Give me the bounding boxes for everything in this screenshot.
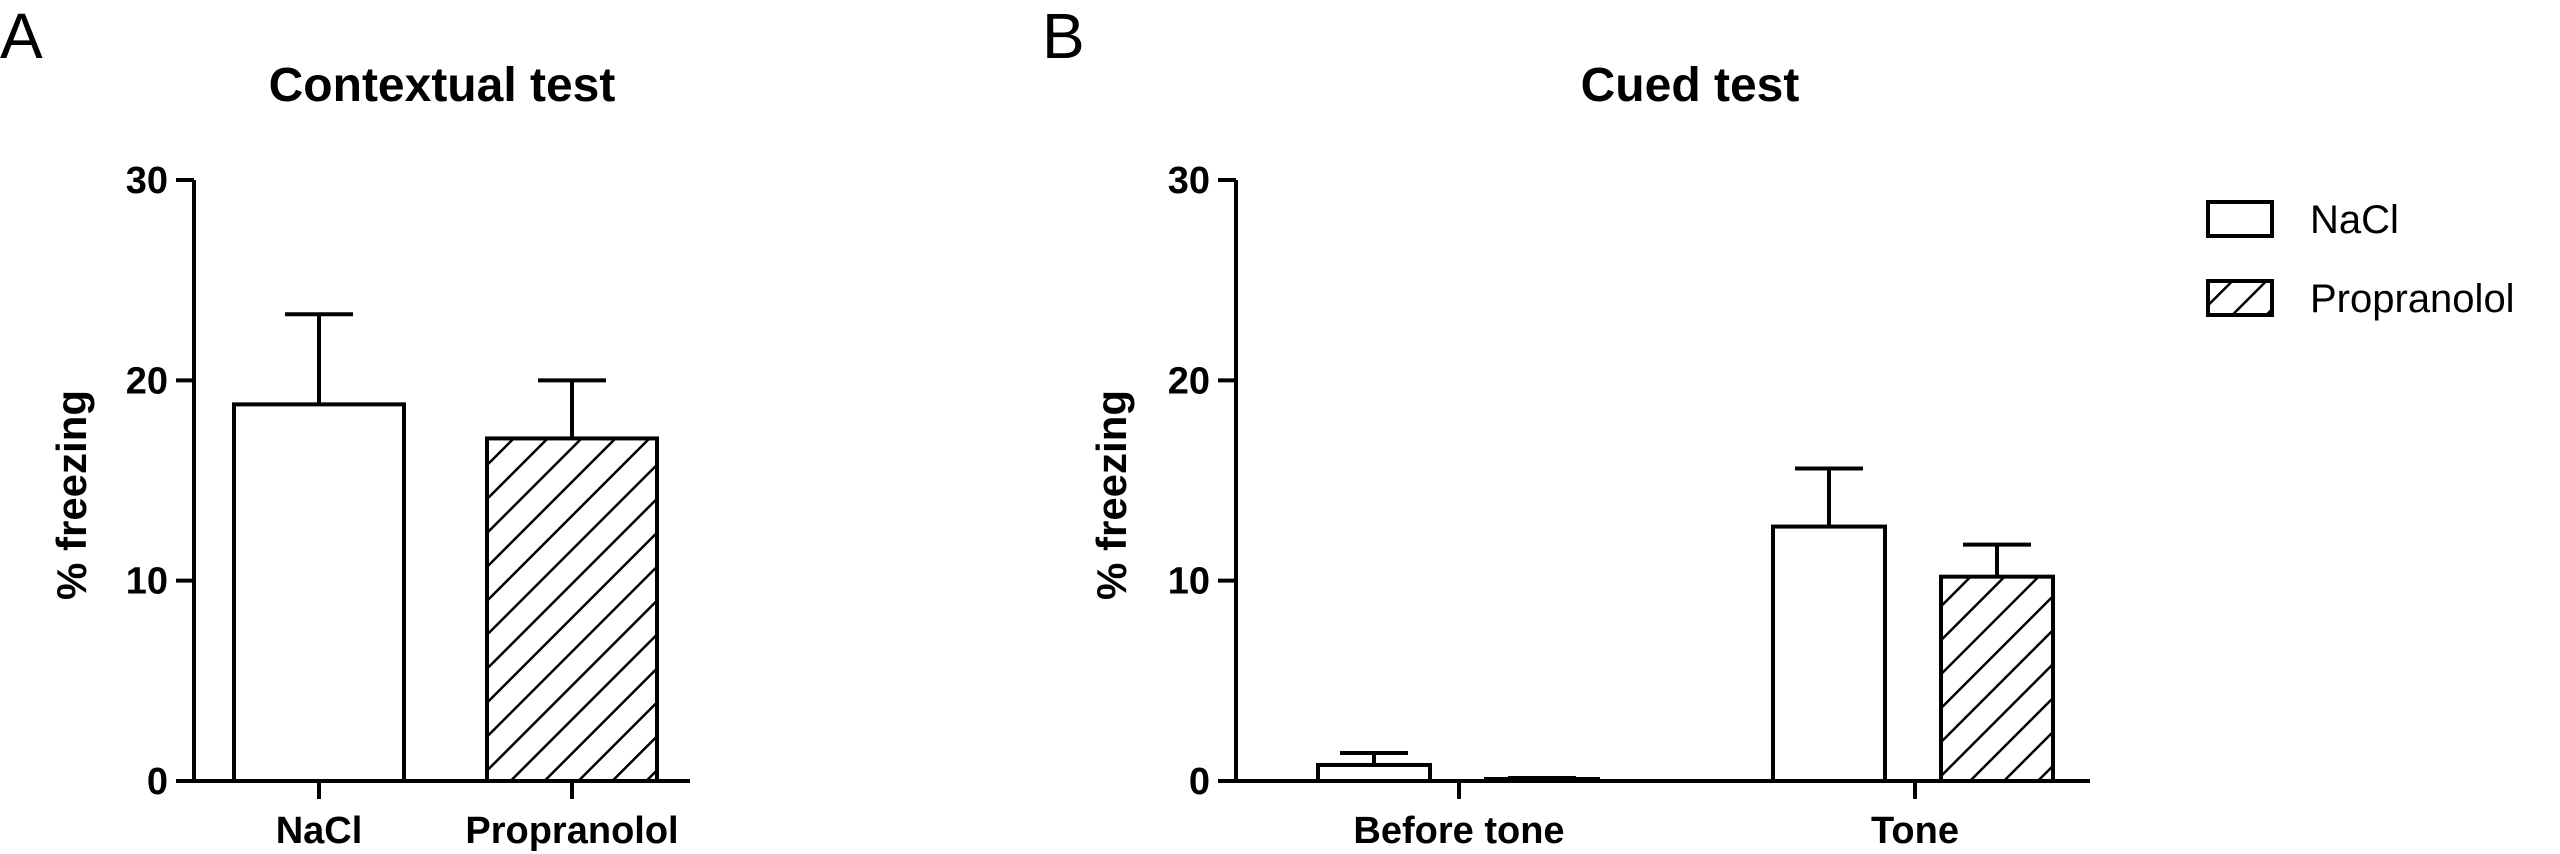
legend-swatch-propranolol [2206, 279, 2274, 317]
x-tick-label: Tone [1871, 810, 1959, 852]
plot-area-b: 0 10 20 30 Before tone Tone [1168, 160, 2090, 852]
panel-label-b: B [1042, 0, 1085, 72]
bar-before-tone-nacl [1316, 762, 1432, 783]
y-tick-label: 20 [126, 360, 168, 402]
chart-title-b: Cued test [1581, 59, 1800, 112]
y-tick-label: 10 [126, 561, 168, 603]
y-tick-label: 20 [1168, 360, 1210, 402]
x-tick-label: NaCl [276, 810, 363, 852]
legend-label-nacl: NaCl [2310, 198, 2399, 242]
y-tick-label: 30 [126, 160, 168, 202]
y-tick-label: 10 [1168, 561, 1210, 603]
y-tick-label: 0 [1189, 761, 1210, 803]
x-tick-label: Before tone [1353, 810, 1564, 852]
x-tick-label: Propranolol [465, 810, 678, 852]
bar-nacl [232, 402, 406, 783]
chart-title-a: Contextual test [269, 59, 616, 112]
y-axis-title-b: % freezing [1088, 390, 1135, 600]
bar-tone-nacl [1771, 524, 1887, 783]
legend-swatch-nacl [2206, 200, 2274, 238]
legend-label-propranolol: Propranolol [2310, 277, 2515, 321]
y-tick-label: 30 [1168, 160, 1210, 202]
y-tick-label: 0 [147, 761, 168, 803]
bar-tone-propranolol [1939, 574, 2055, 783]
y-axis-title-a: % freezing [48, 390, 95, 600]
plot-area-a: 0 10 20 30 NaCl Propranolol [126, 160, 690, 852]
bar-propranolol [485, 436, 659, 783]
legend: NaCl Propranolol [2206, 198, 2515, 321]
panel-label-a: A [0, 0, 43, 72]
